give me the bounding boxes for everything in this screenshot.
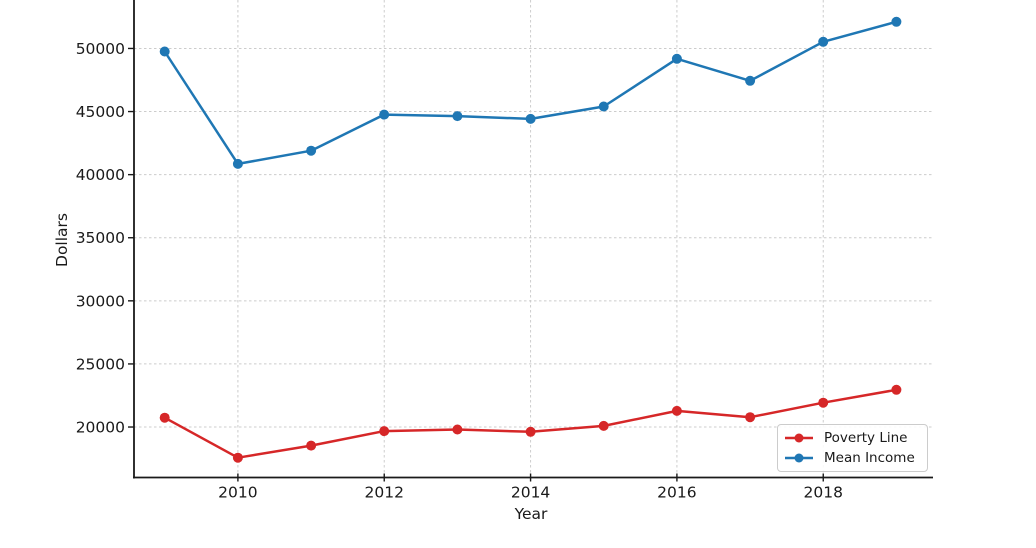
data-point-marker	[745, 75, 756, 86]
data-point-marker	[525, 426, 536, 437]
data-point-marker	[379, 109, 390, 120]
x-tick-label: 2018	[804, 484, 843, 502]
legend-item-poverty-line: Poverty Line	[784, 429, 919, 448]
x-tick-label: 2016	[657, 484, 696, 502]
x-axis-label: Year	[514, 505, 548, 523]
y-tick-label: 20000	[76, 419, 125, 437]
x-tick-label: 2010	[218, 484, 257, 502]
legend-line-marker-icon	[785, 453, 813, 463]
legend-item-mean-income: Mean Income	[784, 449, 919, 468]
data-point-marker	[525, 113, 536, 124]
data-point-marker	[306, 145, 317, 156]
legend-line-marker-icon	[785, 433, 813, 443]
data-point-marker	[818, 36, 829, 47]
data-point-marker	[891, 16, 902, 27]
y-tick-label: 50000	[76, 40, 125, 58]
y-tick-label: 40000	[76, 166, 125, 184]
data-point-marker	[671, 405, 682, 416]
data-point-marker	[598, 101, 609, 112]
x-tick-label: 2012	[365, 484, 404, 502]
data-point-marker	[306, 440, 317, 451]
y-tick-label: 45000	[76, 103, 125, 121]
y-tick-label: 35000	[76, 229, 125, 247]
data-point-marker	[891, 384, 902, 395]
data-point-marker	[818, 397, 829, 408]
chart-legend: Poverty Line Mean Income	[777, 424, 928, 472]
data-point-marker	[452, 424, 463, 435]
data-point-marker	[598, 420, 609, 431]
legend-item-label: Poverty Line	[824, 430, 908, 447]
y-tick-label: 30000	[76, 292, 125, 310]
y-tick-label: 25000	[76, 355, 125, 373]
y-axis-label: Dollars	[53, 213, 71, 267]
data-point-marker	[745, 412, 756, 423]
data-point-marker	[159, 46, 170, 57]
data-point-marker	[232, 452, 243, 463]
legend-item-label: Mean Income	[824, 449, 915, 466]
data-point-marker	[671, 53, 682, 64]
data-point-marker	[452, 111, 463, 122]
data-point-marker	[159, 412, 170, 423]
series-line-1	[163, 20, 898, 166]
data-point-marker	[232, 158, 243, 169]
x-tick-label: 2014	[511, 484, 550, 502]
data-point-marker	[379, 426, 390, 437]
